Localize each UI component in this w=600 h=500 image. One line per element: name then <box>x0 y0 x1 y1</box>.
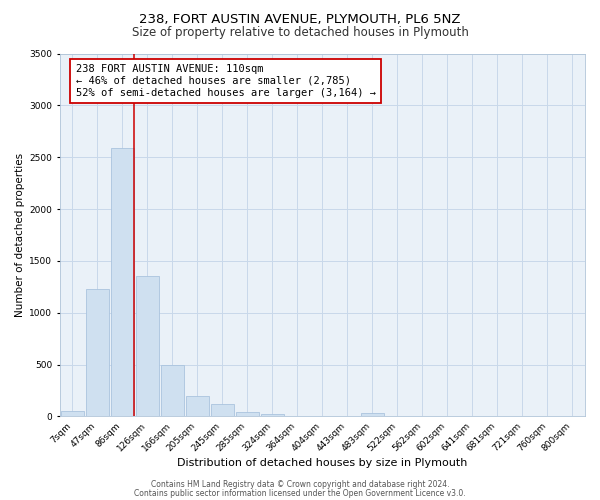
Bar <box>186 396 209 416</box>
X-axis label: Distribution of detached houses by size in Plymouth: Distribution of detached houses by size … <box>177 458 467 468</box>
Bar <box>236 412 259 416</box>
Bar <box>111 148 134 416</box>
Bar <box>86 289 109 416</box>
Bar <box>136 276 159 416</box>
Bar <box>161 364 184 416</box>
Bar <box>211 404 234 416</box>
Text: Contains public sector information licensed under the Open Government Licence v3: Contains public sector information licen… <box>134 488 466 498</box>
Text: 238 FORT AUSTIN AVENUE: 110sqm
← 46% of detached houses are smaller (2,785)
52% : 238 FORT AUSTIN AVENUE: 110sqm ← 46% of … <box>76 64 376 98</box>
Bar <box>261 414 284 416</box>
Y-axis label: Number of detached properties: Number of detached properties <box>15 153 25 317</box>
Text: 238, FORT AUSTIN AVENUE, PLYMOUTH, PL6 5NZ: 238, FORT AUSTIN AVENUE, PLYMOUTH, PL6 5… <box>139 12 461 26</box>
Bar <box>361 414 384 416</box>
Text: Contains HM Land Registry data © Crown copyright and database right 2024.: Contains HM Land Registry data © Crown c… <box>151 480 449 489</box>
Text: Size of property relative to detached houses in Plymouth: Size of property relative to detached ho… <box>131 26 469 39</box>
Bar <box>61 411 84 416</box>
